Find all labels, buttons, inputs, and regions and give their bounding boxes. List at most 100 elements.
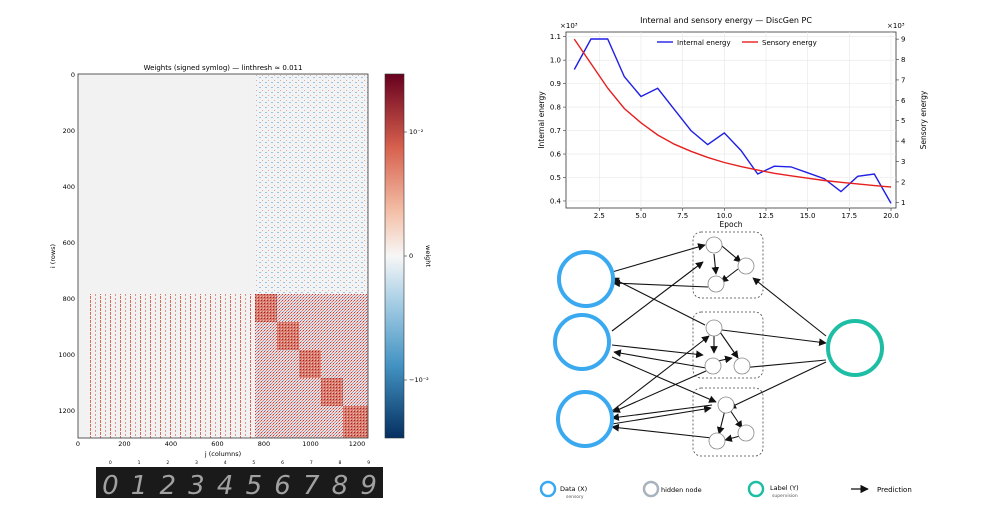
legend-prediction-label: Prediction	[877, 486, 912, 494]
legend-label: Internal energy	[677, 39, 731, 47]
y-tick-label: 800	[63, 295, 75, 303]
x-tick-label: 5.0	[635, 212, 646, 220]
digit-index-label: 8	[339, 460, 342, 466]
data-node-3	[556, 390, 614, 448]
energy-line-chart: Internal and sensory energy — DiscGen PC…	[537, 16, 928, 229]
digit-index-label: 1	[138, 460, 141, 466]
y-tick-label: 0.5	[550, 174, 561, 182]
x-tick-label: 2.5	[594, 212, 605, 220]
energy-legend: Internal energy Sensory energy	[657, 39, 817, 47]
y2-tick-label: 5	[901, 117, 905, 125]
hidden-node	[708, 432, 726, 450]
digit-index-label: 7	[310, 460, 313, 466]
prediction-arrows	[611, 240, 827, 442]
legend-label: Sensory energy	[762, 39, 817, 47]
digit-reconstruction: 5	[246, 471, 263, 501]
x-tick-label: 1000	[302, 440, 319, 448]
legend-hidden-label: hidden node	[661, 486, 702, 494]
diagram-legend: Data (X) sensory hidden node Label (Y) s…	[539, 480, 912, 500]
x-tick-label: 20.0	[883, 212, 899, 220]
digit-index-label: 3	[195, 460, 198, 466]
hidden-nodes	[704, 236, 755, 450]
digit-reconstruction: 8	[332, 471, 349, 501]
y-tick-label: 400	[63, 183, 75, 191]
y-tick-label: 1000	[58, 351, 75, 359]
colorbar	[384, 73, 405, 439]
hidden-layer-box-1	[692, 231, 764, 299]
digit-reconstruction: 9	[360, 471, 377, 501]
x-tick-label: 12.5	[758, 212, 774, 220]
x-tick-label: 10.0	[717, 212, 733, 220]
energy-grid	[566, 32, 896, 208]
y2-tick-label: 8	[901, 56, 905, 64]
legend-label-icon	[747, 480, 765, 498]
y-tick-label: 0.9	[550, 80, 561, 88]
legend-data-label: Data (X)	[560, 485, 587, 493]
heatmap-y-ticks: 0 200 400 600 800 1000 1200	[58, 71, 75, 415]
heatmap-block-bottom-left	[90, 294, 255, 438]
x-tick-label: 7.5	[677, 212, 688, 220]
digit-reconstruction: 4	[217, 471, 234, 501]
y-tick-label: 1.1	[550, 33, 561, 41]
x-tick-label: 800	[258, 440, 270, 448]
legend-label-sublabel: supervision	[772, 493, 798, 499]
y-tick-label: 200	[63, 127, 75, 135]
colorbar-ticks: 10⁻² 0 −10⁻²	[404, 128, 429, 384]
legend-hidden-icon	[642, 480, 660, 498]
legend-data-icon	[539, 480, 557, 498]
architecture-diagram: Data (X) sensory hidden node Label (Y) s…	[539, 231, 912, 500]
heatmap-diagonal-blocks	[255, 294, 368, 438]
x-tick-label: 0	[76, 440, 80, 448]
digit-reconstruction: 0	[102, 471, 119, 501]
hidden-node	[705, 319, 723, 337]
sensory-energy-line	[573, 38, 892, 188]
colorbar-tick-label: 0	[409, 252, 413, 260]
y2-tick-label: 4	[901, 138, 906, 146]
hidden-node	[717, 396, 735, 414]
digit-index-label: 4	[224, 460, 227, 466]
heatmap-frame	[77, 73, 369, 439]
colorbar-tick-label: −10⁻²	[409, 376, 429, 384]
hidden-layer-box-2	[692, 311, 764, 379]
left-axis-multiplier: ×10³	[560, 22, 578, 30]
digit-reconstruction: 6	[274, 471, 291, 501]
energy-chart-title: Internal and sensory energy — DiscGen PC	[640, 16, 812, 25]
y-tick-label: 600	[63, 239, 75, 247]
x-tick-label: 600	[211, 440, 223, 448]
colorbar-tick-label: 10⁻²	[409, 128, 424, 136]
x-tick-label: 15.0	[800, 212, 816, 220]
energy-ylabel-right: Sensory energy	[919, 90, 928, 149]
digit-reconstruction: 1	[131, 471, 148, 501]
hidden-node	[704, 357, 722, 375]
hidden-layer-box-3	[692, 387, 764, 457]
y-tick-label: 0.8	[550, 104, 561, 112]
hidden-node	[733, 357, 751, 375]
digit-strip-background	[96, 467, 383, 498]
weights-heatmap: Weights (signed symlog) — linthresh ≈ 0.…	[49, 64, 432, 458]
x-tick-label: 17.5	[842, 212, 858, 220]
heatmap-xlabel: j (columns)	[204, 450, 241, 458]
heatmap-title: Weights (signed symlog) — linthresh ≈ 0.…	[144, 64, 303, 72]
internal-energy-line	[573, 38, 892, 204]
digit-reconstruction: 7	[303, 471, 320, 501]
energy-ticks: 2.5 5.0 7.5 10.0 12.5 15.0 17.5 20.0 0.4 0.5 0.6 0.…	[550, 33, 906, 220]
hidden-node	[705, 236, 723, 254]
y-tick-label: 0.7	[550, 127, 561, 135]
data-node-1	[557, 250, 615, 308]
y-tick-label: 0.4	[550, 197, 562, 205]
digit-index-label: 6	[281, 460, 284, 466]
x-tick-label: 200	[118, 440, 130, 448]
heatmap-ylabel: i (rows)	[49, 244, 57, 268]
digit-index-label: 2	[166, 460, 169, 466]
hidden-node	[737, 257, 755, 275]
energy-ylabel-left: Internal energy	[537, 91, 546, 149]
data-node-2	[553, 313, 611, 371]
x-tick-label: 400	[165, 440, 177, 448]
hidden-node	[737, 424, 755, 442]
label-node	[826, 319, 884, 377]
heatmap-x-ticks: 0 200 400 600 800 1000 1200	[76, 440, 365, 448]
y2-tick-label: 2	[901, 178, 905, 186]
hidden-node	[707, 275, 725, 293]
